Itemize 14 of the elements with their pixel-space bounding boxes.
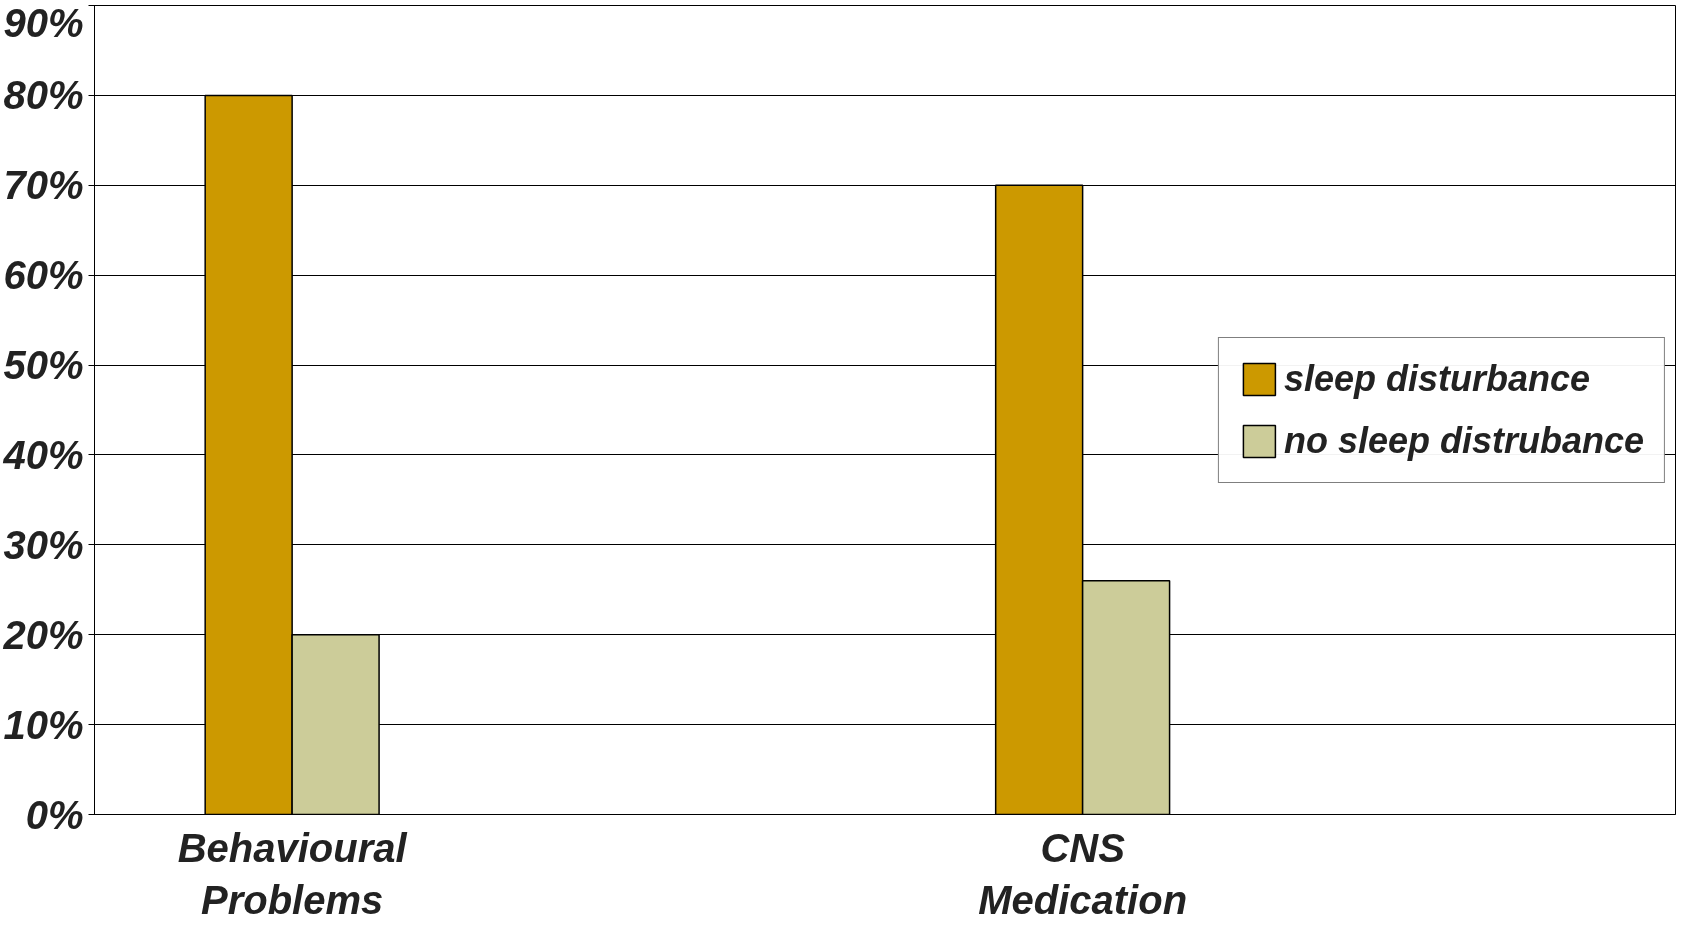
y-tick-label: 70% xyxy=(3,163,84,208)
legend-label: sleep disturbance xyxy=(1283,357,1591,400)
y-tick-label: 60% xyxy=(3,253,84,298)
y-tick-label: 10% xyxy=(3,702,84,747)
y-tick-label: 80% xyxy=(3,73,84,118)
y-tick-label: 50% xyxy=(3,343,84,388)
x-tick-label: CNS Medication xyxy=(978,825,1188,923)
x-tick-label: Behavioural Problems xyxy=(177,825,408,923)
y-tick-label: 90% xyxy=(3,0,84,45)
y-tick-label: 20% xyxy=(2,612,84,657)
y-tick-label: 40% xyxy=(2,432,84,477)
legend-label: no sleep distrubance xyxy=(1283,419,1644,462)
y-tick-label: 30% xyxy=(3,522,84,567)
y-tick-label: 0% xyxy=(25,792,84,837)
